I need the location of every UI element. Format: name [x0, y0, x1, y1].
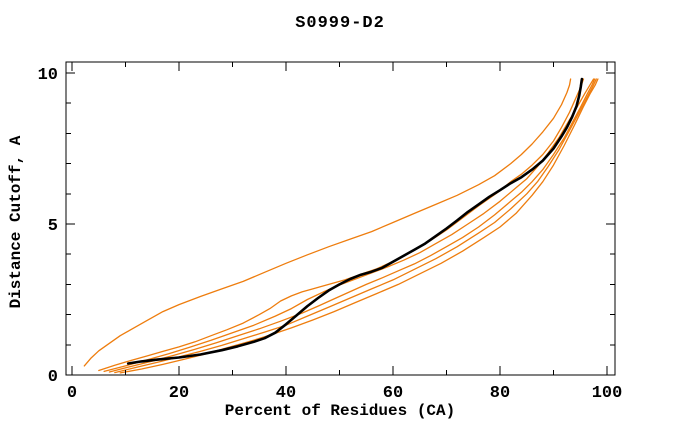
x-tick-label: 60: [383, 384, 403, 403]
x-tick-label: 40: [276, 384, 296, 403]
x-tick-label: 0: [67, 384, 77, 403]
x-tick-label: 20: [169, 384, 189, 403]
curve-orange-curve-3: [103, 78, 595, 373]
curve-orange-curve-2: [98, 78, 585, 372]
x-tick-label: 100: [592, 384, 623, 403]
y-tick-label: 5: [48, 217, 58, 236]
curve-orange-curve-6: [119, 78, 599, 374]
curve-black-main-curve: [126, 77, 584, 365]
axis-border: [65, 61, 616, 376]
chart-title: S0999-D2: [295, 14, 385, 33]
y-tick-label: 0: [48, 368, 58, 387]
x-tick-label: 80: [490, 384, 510, 403]
curve-orange-curve-5: [114, 78, 597, 374]
y-axis-label: Distance Cutoff, A: [7, 135, 25, 309]
curve-orange-curve-1: [83, 78, 572, 367]
curve-orange-curve-4: [108, 78, 596, 373]
x-axis-label: Percent of Residues (CA): [224, 402, 456, 420]
y-tick-label: 10: [38, 66, 58, 85]
